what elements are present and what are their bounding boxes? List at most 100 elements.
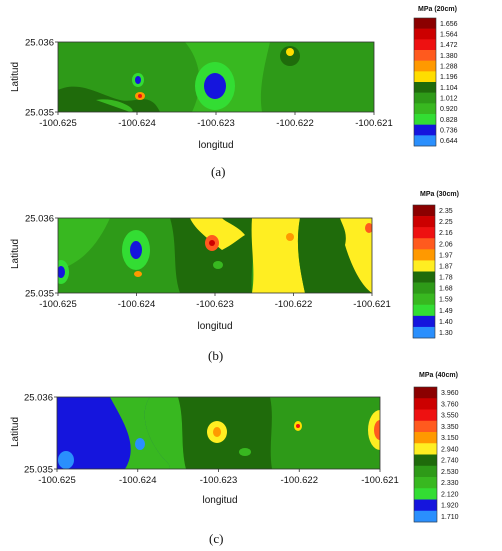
panel-c-y-tick-label: 25.035 [24, 465, 53, 476]
panel-a-y-tick-label: 25.036 [25, 38, 54, 49]
panel-b: -100.625 -100.624 -100.623 -100.622 -100.621… [10, 191, 459, 363]
panel-b-contour-map [58, 218, 372, 293]
panel-c-legend-swatch [414, 409, 437, 422]
panel-a-legend-swatch [414, 28, 436, 40]
panel-b-legend-swatch [413, 293, 435, 306]
panel-c-y-tick-label: 25.036 [24, 393, 53, 404]
panel-b-legend-swatch [413, 205, 435, 217]
panel-a-x-tick-label: -100.624 [118, 118, 156, 129]
panel-c-legend-title: MPa (40cm) [419, 372, 458, 379]
panel-a-legend-label: 1.288 [440, 64, 458, 71]
panel-c-legend-swatch [414, 398, 437, 410]
panel-a-legend-label: 1.656 [440, 21, 458, 28]
panel-c-legend-frame [413, 386, 438, 523]
panel-b-legend-swatch [413, 238, 435, 250]
panel-c-x-tick-label: -100.625 [38, 475, 76, 486]
panel-a-legend-swatch [414, 124, 436, 136]
panel-b-x-ticks: -100.625 -100.624 -100.623 -100.622 -100.621 [39, 293, 391, 310]
panel-c-legend-swatch [414, 454, 437, 467]
panel-c-legend-swatch [414, 443, 437, 455]
panel-c-legend-swatch [414, 387, 437, 399]
panel-b-legend-swatch [413, 271, 435, 283]
panel-b-legend-label: 1.40 [439, 319, 453, 326]
panel-b-legend-swatch [413, 249, 435, 261]
panel-b-legend-label: 1.30 [439, 330, 453, 337]
panel-a-contour-map [58, 42, 374, 112]
panel-a-legend-label: 0.920 [440, 106, 458, 113]
panel-c-contour-map [57, 397, 380, 469]
panel-a-x-tick-label: -100.623 [197, 118, 235, 129]
panel-b-legend-swatch [413, 315, 435, 328]
panel-b-legend-label: 1.97 [439, 252, 453, 259]
panel-c-x-tick-label: -100.622 [280, 475, 318, 486]
panel-b-legend: 2.35 2.25 2.16 2.06 1.97 1.87 1.78 1.68 1.59 1.49… [412, 204, 453, 339]
panel-c-x-tick-label: -100.623 [200, 475, 238, 486]
panel-c-legend-label: 2.940 [441, 446, 459, 453]
panel-c-legend-swatch [414, 510, 437, 523]
panel-c-legend-label: 1.920 [441, 503, 459, 510]
panel-b-legend-swatch [413, 260, 435, 272]
panel-c-legend-swatch [414, 420, 437, 433]
panel-a-x-tick-label: -100.621 [355, 118, 393, 129]
panel-a-legend-swatch [414, 82, 436, 93]
panel-a-x-ticks: -100.625 -100.624 -100.623 -100.622 -100.621 [39, 112, 393, 129]
panel-c-legend-swatch [414, 465, 437, 478]
panel-a-y-ticks: 25.036 25.035 [25, 38, 58, 119]
panel-b-legend-swatch [413, 304, 435, 317]
panel-a-legend: 1.656 1.564 1.472 1.380 1.288 1.196 1.104 1.012… [413, 17, 458, 147]
panel-a-legend-swatch [414, 71, 436, 83]
panel-a-y-axis-label: Latitud [10, 62, 21, 92]
panel-c-legend-swatch [414, 432, 437, 444]
panel-b-x-tick-label: -100.625 [39, 299, 77, 310]
panel-a-legend-label: 1.196 [440, 74, 458, 81]
panel-a-legend-label: 1.104 [440, 85, 458, 92]
panel-b-legend-label: 1.78 [439, 275, 453, 282]
panel-a-x-tick-label: -100.625 [39, 118, 77, 129]
panel-c-y-axis-label: Latitud [10, 417, 21, 447]
panel-a-legend-swatch [414, 135, 436, 147]
panel-a-legend-frame [413, 17, 437, 147]
panel-c-y-ticks: 25.036 25.035 [24, 393, 57, 476]
panel-c-legend-label: 2.330 [441, 480, 459, 487]
panel-a-y-tick-label: 25.035 [25, 108, 54, 119]
panel-b-legend-label: 1.49 [439, 308, 453, 315]
panel-c: -100.625 -100.624 -100.623 -100.622 -100.621… [10, 372, 459, 546]
panel-a-legend-label: 0.736 [440, 128, 458, 135]
panel-b-y-axis-label: Latitud [10, 239, 21, 269]
panel-c-legend-swatch [414, 499, 437, 512]
panel-b-x-tick-label: -100.622 [275, 299, 313, 310]
panel-b-legend-label: 1.68 [439, 286, 453, 293]
panel-a-x-tick-label: -100.622 [276, 118, 314, 129]
panel-c-legend-label: 3.960 [441, 390, 459, 397]
panel-a-legend-swatch [414, 114, 436, 125]
panel-c-legend-label: 1.710 [441, 514, 459, 521]
panel-a-legend-swatch [414, 92, 436, 104]
panel-c-x-tick-label: -100.624 [119, 475, 157, 486]
panel-a-legend-title: MPa (20cm) [418, 6, 457, 13]
panel-c-x-ticks: -100.625 -100.624 -100.623 -100.622 -100.621 [38, 469, 399, 486]
panel-c-caption: (c) [209, 531, 223, 546]
panel-b-y-tick-label: 25.036 [25, 214, 54, 225]
panel-b-x-tick-label: -100.624 [118, 299, 156, 310]
panel-b-legend-label: 2.35 [439, 208, 453, 215]
panel-c-legend-swatch [414, 477, 437, 489]
panel-c-legend-label: 2.530 [441, 469, 459, 476]
panel-b-x-axis-label: longitud [197, 321, 232, 332]
panel-a-x-axis-label: longitud [198, 140, 233, 151]
panel-b-legend-swatch [413, 227, 435, 239]
panel-a-legend-swatch [414, 50, 436, 61]
panel-b-x-tick-label: -100.621 [353, 299, 391, 310]
panel-a-legend-swatch [414, 103, 436, 115]
panel-c-legend-label: 3.150 [441, 435, 459, 442]
panel-b-legend-label: 2.16 [439, 230, 453, 237]
panel-a-legend-label: 1.472 [440, 42, 458, 49]
panel-a-legend-label: 1.564 [440, 32, 458, 39]
panel-b-legend-frame [412, 204, 436, 339]
panel-c-legend-label: 2.740 [441, 458, 459, 465]
panel-a-legend-swatch [414, 39, 436, 51]
panel-a-legend-label: 0.644 [440, 138, 458, 145]
panel-a-legend-label: 1.380 [440, 53, 458, 60]
panel-b-legend-title: MPa (30cm) [420, 191, 459, 198]
panel-a-legend-label: 0.828 [440, 117, 458, 124]
